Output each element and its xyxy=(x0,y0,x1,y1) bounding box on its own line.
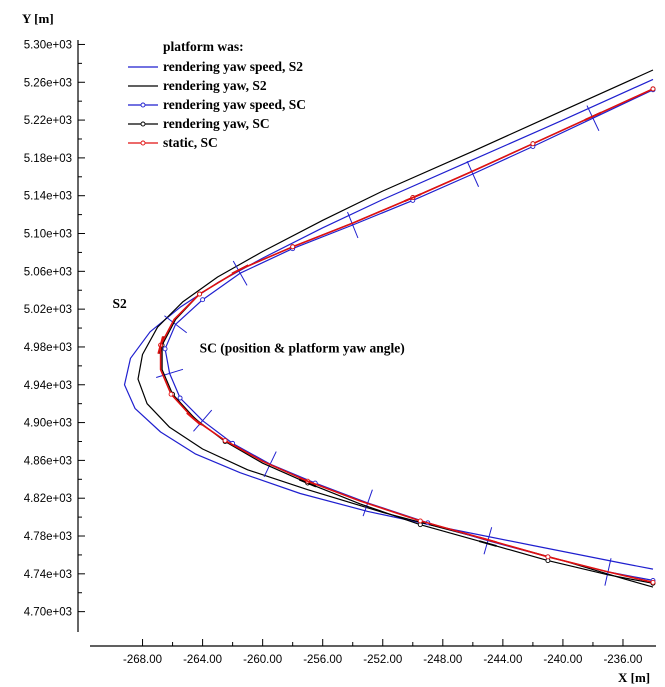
series-point-4 xyxy=(545,554,551,560)
series-point-2 xyxy=(177,395,183,401)
legend: platform was: rendering yaw speed, S2 ren… xyxy=(128,39,306,150)
y-tick-label: 4.94e+03 xyxy=(24,380,72,392)
y-axis: 4.70e+03 4.74e+03 4.78e+03 4.82e+03 4.86e+03… xyxy=(24,39,85,632)
series-point-2 xyxy=(162,346,168,352)
x-tick-label: -240.00 xyxy=(543,654,582,666)
y-tick-label: 4.74e+03 xyxy=(24,569,72,581)
x-tick-label: -260.00 xyxy=(243,654,282,666)
x-tick-label: -244.00 xyxy=(483,654,522,666)
series-line-2 xyxy=(164,89,654,581)
y-tick-label: 5.30e+03 xyxy=(24,39,72,51)
x-tick-label: -252.00 xyxy=(363,654,402,666)
series-line-4 xyxy=(159,88,654,584)
legend-label: rendering yaw, S2 xyxy=(163,78,267,93)
series-point-2 xyxy=(200,297,206,303)
x-tick-label: -256.00 xyxy=(303,654,342,666)
y-tick-label: 4.70e+03 xyxy=(24,607,72,619)
yaw-indicator xyxy=(483,527,493,555)
series-point-4 xyxy=(530,141,536,147)
y-tick-label: 4.82e+03 xyxy=(24,493,72,505)
yaw-indicator xyxy=(193,409,213,432)
yaw-indicator xyxy=(232,260,248,286)
x-axis: -268.00 -264.00 -260.00 -256.00 -252.00 -248.… xyxy=(90,639,656,666)
plot-series xyxy=(123,69,656,588)
series-point-4 xyxy=(197,291,203,297)
yaw-indicator xyxy=(347,211,359,239)
series-point-4 xyxy=(650,579,656,585)
heading-indicator xyxy=(186,412,202,426)
heading-indicator xyxy=(478,536,497,544)
x-tick-label: -236.00 xyxy=(603,654,642,666)
series-line-1 xyxy=(137,69,654,588)
y-axis-title: Y [m] xyxy=(22,11,54,26)
y-tick-label: 5.14e+03 xyxy=(24,191,72,203)
series-point-4 xyxy=(650,86,656,92)
annotation-label: SC (position & platform yaw angle) xyxy=(200,341,405,356)
x-tick-label: -248.00 xyxy=(423,654,462,666)
legend-label: rendering yaw, SC xyxy=(163,116,270,131)
yaw-indicator xyxy=(164,315,188,334)
yaw-indicator xyxy=(586,105,600,132)
y-tick-label: 5.10e+03 xyxy=(24,229,72,241)
legend-swatch-marker xyxy=(140,102,146,108)
x-tick-label: -264.00 xyxy=(183,654,222,666)
legend-label: rendering yaw speed, S2 xyxy=(163,59,303,74)
y-tick-label: 5.02e+03 xyxy=(24,304,72,316)
y-tick-label: 5.22e+03 xyxy=(24,115,72,127)
y-tick-label: 5.06e+03 xyxy=(24,266,72,278)
x-tick-label: -268.00 xyxy=(123,654,162,666)
series-line-3 xyxy=(161,88,654,584)
y-tick-label: 5.26e+03 xyxy=(24,77,72,89)
heading-indicator xyxy=(404,193,422,202)
yaw-indicator xyxy=(156,368,184,378)
series-point-4 xyxy=(168,391,174,397)
heading-indicator xyxy=(584,111,602,121)
heading-indicator xyxy=(299,476,317,486)
legend-swatch-marker xyxy=(140,121,146,127)
x-axis-title: X [m] xyxy=(618,670,650,685)
series-point-4 xyxy=(417,518,423,524)
heading-indicator xyxy=(157,336,164,354)
legend-label: static, SC xyxy=(163,135,218,150)
y-tick-label: 5.18e+03 xyxy=(24,153,72,165)
series-line-0 xyxy=(123,78,654,570)
y-tick-label: 4.98e+03 xyxy=(24,342,72,354)
legend-title: platform was: xyxy=(163,39,244,54)
heading-indicator xyxy=(231,264,249,275)
y-tick-label: 4.78e+03 xyxy=(24,531,72,543)
yaw-indicator xyxy=(466,160,480,187)
y-tick-label: 4.86e+03 xyxy=(24,455,72,467)
annotations: S2 SC (position & platform yaw angle) xyxy=(113,296,405,355)
annotation-label: S2 xyxy=(113,296,128,311)
heading-indicator xyxy=(478,540,497,547)
y-tick-label: 4.90e+03 xyxy=(24,418,72,430)
series-point-4 xyxy=(222,438,228,443)
series-point-4 xyxy=(290,244,296,250)
legend-label: rendering yaw speed, SC xyxy=(163,97,306,112)
legend-swatch-marker xyxy=(140,140,146,146)
